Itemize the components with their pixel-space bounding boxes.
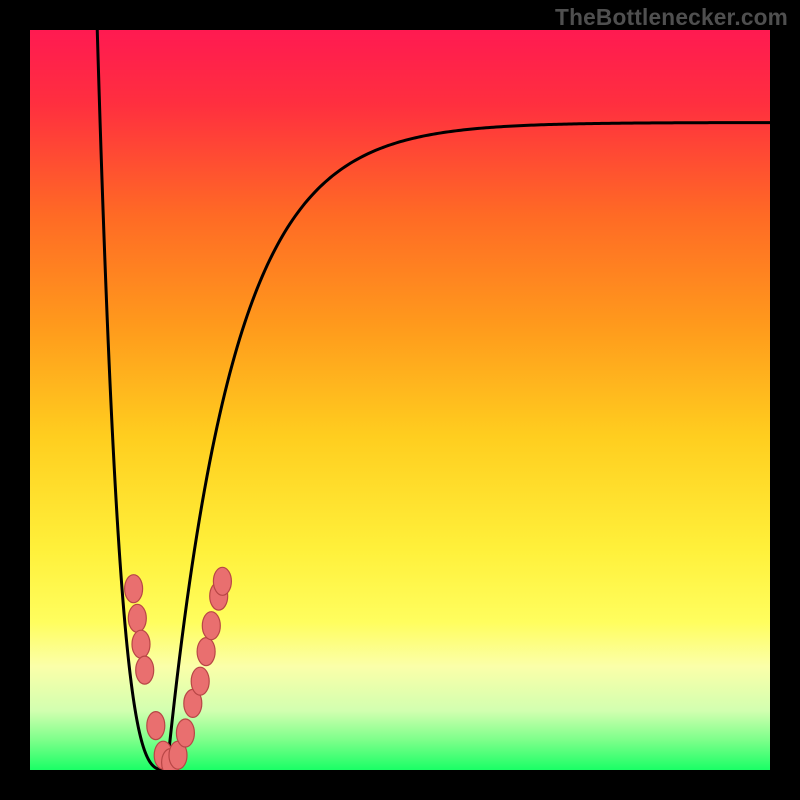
bottleneck-chart xyxy=(0,0,800,800)
data-marker xyxy=(176,719,194,747)
data-marker xyxy=(125,575,143,603)
data-marker xyxy=(128,604,146,632)
data-marker xyxy=(202,612,220,640)
data-marker xyxy=(213,567,231,595)
chart-frame: TheBottlenecker.com xyxy=(0,0,800,800)
data-marker xyxy=(136,656,154,684)
watermark-text: TheBottlenecker.com xyxy=(555,4,788,31)
data-marker xyxy=(197,638,215,666)
data-marker xyxy=(132,630,150,658)
data-marker xyxy=(191,667,209,695)
data-marker xyxy=(147,712,165,740)
